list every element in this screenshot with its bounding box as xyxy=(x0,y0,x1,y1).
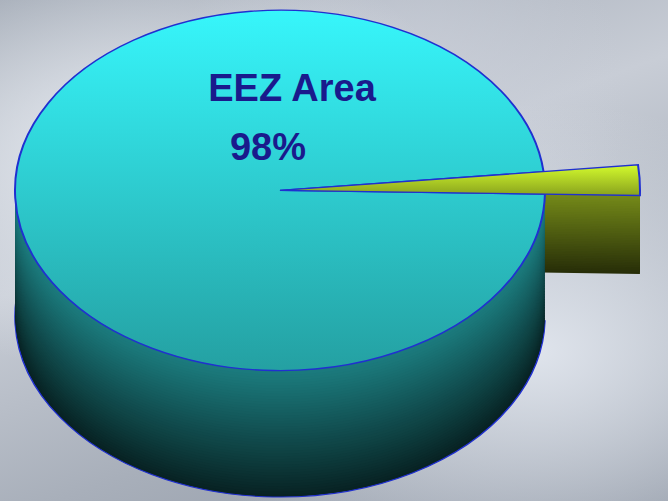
svg-text:98%: 98% xyxy=(230,126,306,168)
svg-text:EEZ Area: EEZ Area xyxy=(208,67,376,109)
